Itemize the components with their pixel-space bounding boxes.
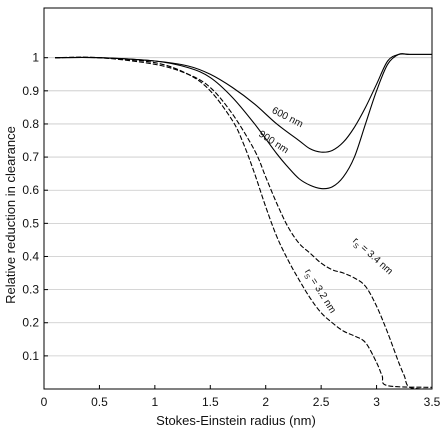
- series-group: [55, 53, 433, 390]
- x-tick-label: 3: [373, 395, 380, 409]
- x-axis-ticks: 0 0.5 1 1.5 2 2.5 3 3.5: [41, 385, 440, 409]
- x-tick-label: 3.5: [424, 395, 440, 409]
- y-tick-label: 0.7: [22, 150, 39, 164]
- grid-lines: [44, 57, 432, 357]
- y-tick-label: 0.9: [22, 84, 39, 98]
- y-axis-label: Relative reduction in clearance: [3, 126, 18, 304]
- x-tick-label: 0.5: [91, 395, 108, 409]
- y-tick-label: 1: [32, 51, 39, 65]
- x-tick-label: 1.5: [202, 395, 219, 409]
- y-tick-label: 0.5: [22, 216, 39, 230]
- curve-label: 900 nm: [256, 129, 290, 156]
- x-tick-label: 2.5: [313, 395, 330, 409]
- x-tick-label: 1: [152, 395, 159, 409]
- y-tick-label: 0.4: [22, 249, 39, 263]
- y-tick-label: 0.8: [22, 117, 39, 131]
- y-tick-label: 0.6: [22, 183, 39, 197]
- x-tick-label: 0: [41, 395, 48, 409]
- y-tick-label: 0.3: [22, 283, 39, 297]
- x-axis-label: Stokes-Einstein radius (nm): [156, 413, 316, 428]
- series-line-4: [55, 56, 433, 388]
- curve-label: rS = 3.4 nm: [349, 236, 395, 279]
- y-tick-label: 0.2: [22, 316, 39, 330]
- y-axis-ticks: 0.1 0.2 0.3 0.4 0.5 0.6 0.7 0.8 0.9 1: [22, 51, 48, 363]
- series-line-2: [55, 53, 432, 190]
- x-tick-label: 2: [262, 395, 269, 409]
- plot-frame: [43, 7, 433, 390]
- y-tick-label: 0.1: [22, 349, 39, 363]
- series-line-1: [55, 53, 432, 153]
- curve-label: 600 nm: [270, 105, 305, 130]
